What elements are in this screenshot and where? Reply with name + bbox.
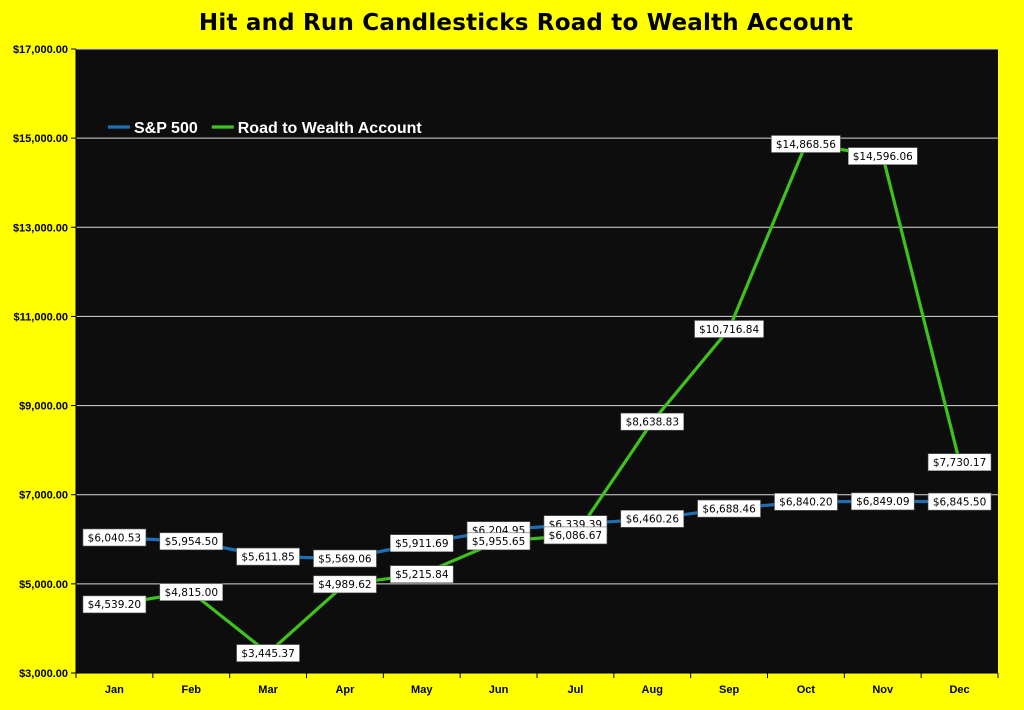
data-label: $4,989.62 [313, 575, 377, 594]
y-tick-label: $3,000.00 [19, 668, 68, 680]
data-label-box [771, 135, 841, 153]
data-label: $5,954.50 [159, 532, 224, 551]
data-label-text: $6,845.50 [933, 496, 986, 508]
y-tick-label: $11,000.00 [14, 311, 68, 323]
x-tick-label: Jun [489, 684, 509, 696]
chart-title: Hit and Run Candlesticks Road to Wealth … [198, 10, 854, 36]
data-label-text: $4,539.20 [88, 599, 141, 611]
data-label-text: $7,730.17 [933, 457, 986, 469]
data-label: $5,215.84 [389, 565, 454, 584]
data-label-text: $5,215.84 [395, 569, 449, 581]
data-label-text: $3,445.37 [241, 648, 294, 660]
data-label-text: $14,868.56 [776, 139, 836, 151]
data-label: $6,688.46 [697, 499, 761, 518]
data-label-text: $5,954.50 [165, 536, 218, 548]
x-tick-label: Nov [872, 684, 894, 696]
data-label-box [620, 509, 684, 528]
y-tick-label: $5,000.00 [19, 579, 68, 591]
data-label-text: $5,611.85 [241, 551, 294, 563]
data-label: $5,955.65 [466, 532, 531, 551]
x-tick-label: Sep [719, 684, 739, 696]
data-label: $5,911.69 [389, 534, 454, 553]
data-label: $5,569.06 [313, 549, 377, 568]
data-label-text: $5,955.65 [472, 536, 525, 548]
data-label-box [389, 534, 454, 553]
data-label: $8,638.83 [620, 412, 684, 431]
data-label-box [82, 528, 147, 547]
legend-label: S&P 500 [134, 120, 198, 137]
data-label-box [847, 147, 918, 165]
data-label-text: $4,989.62 [318, 579, 371, 591]
x-tick-label: Feb [181, 684, 201, 696]
x-tick-label: May [411, 684, 433, 696]
data-label-box [236, 644, 300, 662]
data-label-box [697, 499, 761, 518]
data-label-box [313, 575, 377, 594]
data-label-text: $14,596.06 [853, 151, 913, 163]
data-label: $6,840.20 [774, 492, 838, 511]
data-label-text: $8,638.83 [626, 417, 679, 429]
x-tick-label: Mar [258, 684, 278, 696]
data-label: $7,730.17 [927, 453, 992, 472]
data-label: $5,611.85 [236, 547, 300, 566]
data-label-text: $6,840.20 [779, 497, 832, 509]
data-label-box [927, 453, 992, 472]
data-label: $10,716.84 [694, 320, 764, 338]
y-tick-label: $13,000.00 [13, 222, 68, 234]
data-label: $6,849.09 [850, 492, 915, 511]
data-label-text: $4,815.00 [165, 587, 218, 599]
x-tick-label: Apr [335, 684, 355, 696]
data-label-text: $6,086.67 [549, 530, 602, 542]
data-label-box [620, 412, 684, 431]
x-tick-label: Jul [567, 684, 583, 696]
data-label: $6,460.26 [620, 509, 684, 528]
data-label-box [774, 492, 838, 511]
data-label-box [159, 532, 224, 551]
data-label-box [466, 532, 531, 551]
data-label-box [82, 595, 147, 614]
data-label-box [927, 492, 992, 511]
data-label-box [850, 492, 915, 511]
data-label-text: $6,688.46 [702, 503, 756, 515]
plot-area [76, 49, 998, 673]
data-label-text: $6,460.26 [626, 514, 680, 526]
x-tick-label: Jan [105, 684, 124, 696]
y-tick-label: $7,000.00 [19, 490, 68, 502]
data-label-text: $5,911.69 [395, 538, 448, 550]
data-label: $6,845.50 [927, 492, 992, 511]
data-label-box [389, 565, 454, 584]
data-label: $6,040.53 [82, 528, 147, 547]
data-label-box [694, 320, 764, 338]
data-label-box [236, 547, 300, 566]
data-label-text: $5,569.06 [318, 553, 372, 565]
data-label: $4,815.00 [159, 583, 224, 601]
data-label-text: $10,716.84 [699, 324, 759, 336]
data-label: $6,086.67 [543, 526, 608, 545]
data-label-text: $6,849.09 [856, 496, 909, 508]
x-tick-label: Aug [642, 684, 663, 696]
x-tick-label: Oct [797, 684, 816, 696]
y-tick-label: $9,000.00 [19, 401, 68, 413]
data-label-box [159, 583, 224, 601]
data-label: $3,445.37 [236, 644, 300, 662]
data-label-text: $6,040.53 [88, 532, 141, 544]
y-tick-label: $17,000.00 [13, 44, 68, 56]
data-label-box [543, 526, 608, 545]
data-label-box [313, 549, 377, 568]
data-label: $14,868.56 [771, 135, 841, 153]
y-tick-label: $15,000.00 [13, 133, 68, 145]
x-tick-label: Dec [949, 684, 969, 696]
data-label: $14,596.06 [847, 147, 918, 165]
data-label: $4,539.20 [82, 595, 147, 614]
legend-label: Road to Wealth Account [238, 120, 423, 137]
